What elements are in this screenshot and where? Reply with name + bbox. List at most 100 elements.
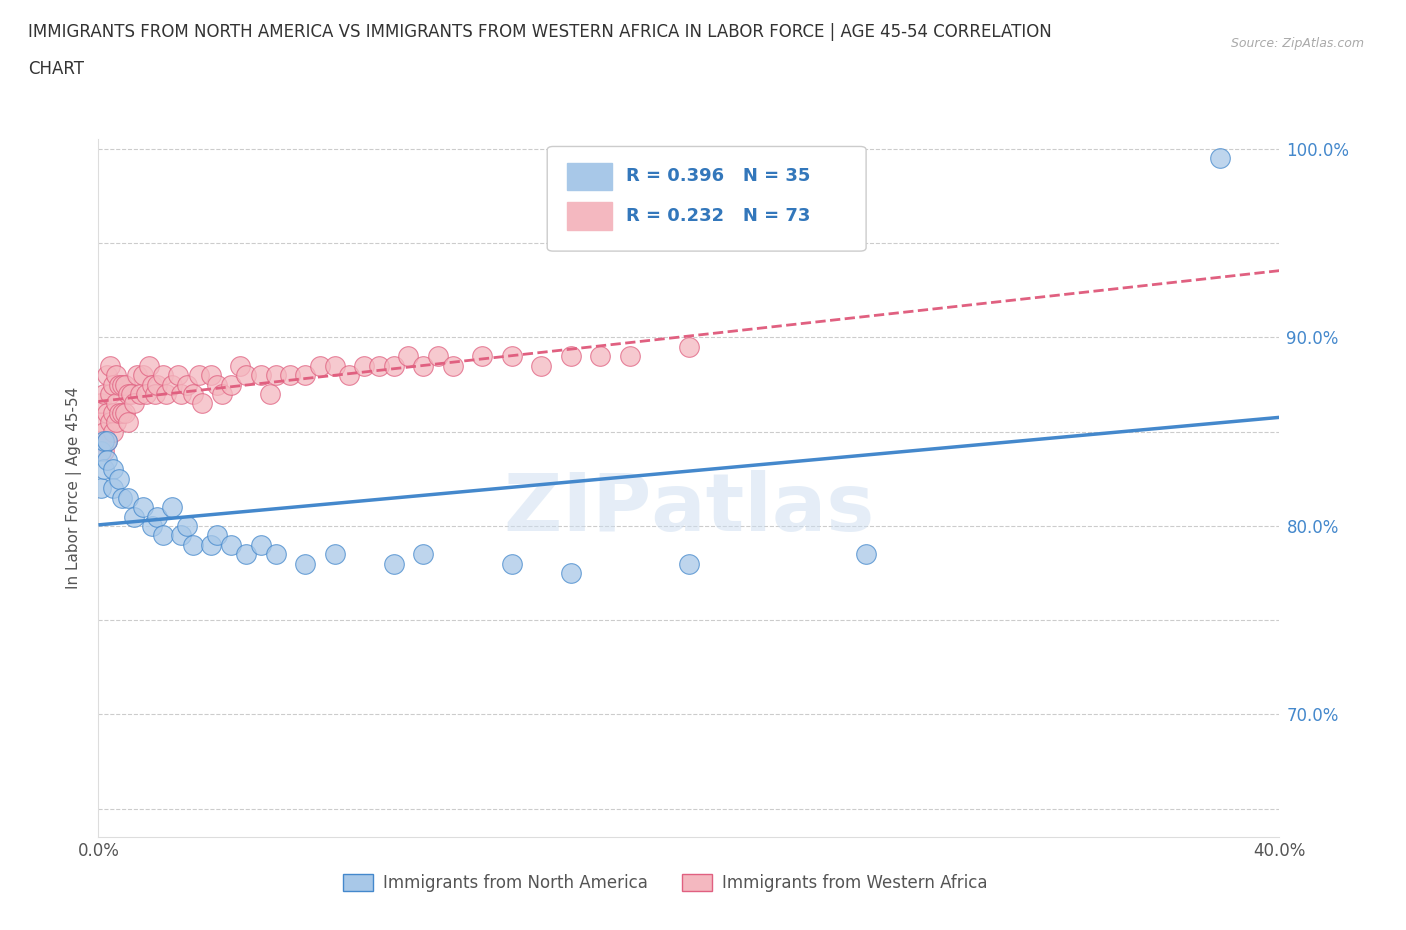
- Point: [187, 367, 209, 382]
- Point: [181, 387, 204, 402]
- Point: [103, 481, 125, 496]
- Point: [221, 378, 243, 392]
- Point: [280, 367, 302, 382]
- Text: R = 0.396   N = 35: R = 0.396 N = 35: [626, 167, 811, 185]
- Point: [96, 433, 118, 448]
- Point: [117, 387, 139, 402]
- Point: [176, 519, 198, 534]
- Point: [93, 433, 115, 448]
- Point: [125, 367, 148, 382]
- Point: [501, 556, 523, 571]
- Point: [250, 538, 273, 552]
- Point: [221, 538, 243, 552]
- Point: [855, 547, 877, 562]
- Point: [138, 358, 160, 373]
- FancyBboxPatch shape: [547, 147, 866, 251]
- Point: [90, 433, 112, 448]
- Point: [235, 367, 257, 382]
- Point: [323, 547, 346, 562]
- Point: [191, 396, 214, 411]
- Point: [176, 378, 198, 392]
- Text: CHART: CHART: [28, 60, 84, 78]
- Point: [146, 378, 169, 392]
- Point: [105, 415, 128, 430]
- Point: [382, 556, 405, 571]
- Point: [111, 405, 134, 420]
- Point: [90, 415, 112, 430]
- Point: [264, 367, 287, 382]
- Point: [398, 349, 420, 364]
- Point: [132, 367, 155, 382]
- Point: [560, 565, 582, 580]
- Text: Source: ZipAtlas.com: Source: ZipAtlas.com: [1230, 37, 1364, 50]
- Point: [90, 481, 112, 496]
- Point: [353, 358, 375, 373]
- Point: [111, 490, 134, 505]
- Point: [143, 387, 166, 402]
- Point: [96, 453, 118, 468]
- Point: [155, 387, 177, 402]
- Point: [181, 538, 204, 552]
- Point: [93, 387, 115, 402]
- Point: [152, 528, 174, 543]
- Point: [105, 396, 128, 411]
- Point: [309, 358, 332, 373]
- Point: [114, 378, 136, 392]
- Point: [259, 387, 281, 402]
- Point: [114, 405, 136, 420]
- Point: [96, 367, 118, 382]
- Point: [471, 349, 494, 364]
- Point: [530, 358, 553, 373]
- Point: [103, 462, 125, 477]
- Point: [98, 358, 121, 373]
- Point: [96, 405, 118, 420]
- Point: [412, 358, 434, 373]
- Point: [122, 509, 145, 524]
- Point: [132, 499, 155, 514]
- Point: [560, 349, 582, 364]
- Point: [294, 556, 316, 571]
- Point: [264, 547, 287, 562]
- Point: [93, 443, 115, 458]
- Point: [162, 378, 183, 392]
- Point: [117, 415, 139, 430]
- Point: [382, 358, 405, 373]
- Legend: Immigrants from North America, Immigrants from Western Africa: Immigrants from North America, Immigrant…: [337, 867, 994, 898]
- Point: [678, 339, 700, 354]
- Point: [152, 367, 174, 382]
- Point: [170, 387, 193, 402]
- Point: [211, 387, 233, 402]
- Point: [589, 349, 612, 364]
- Point: [323, 358, 346, 373]
- Point: [98, 415, 121, 430]
- Point: [501, 349, 523, 364]
- Point: [200, 367, 222, 382]
- Point: [294, 367, 316, 382]
- Point: [441, 358, 464, 373]
- Point: [108, 378, 131, 392]
- Bar: [567, 163, 612, 191]
- Point: [108, 405, 131, 420]
- Point: [167, 367, 190, 382]
- Point: [90, 443, 112, 458]
- Point: [122, 396, 145, 411]
- Point: [200, 538, 222, 552]
- Point: [93, 424, 115, 439]
- Point: [162, 499, 183, 514]
- Point: [128, 387, 150, 402]
- Point: [103, 424, 125, 439]
- Point: [141, 519, 163, 534]
- Point: [619, 349, 641, 364]
- Point: [90, 396, 112, 411]
- Text: IMMIGRANTS FROM NORTH AMERICA VS IMMIGRANTS FROM WESTERN AFRICA IN LABOR FORCE |: IMMIGRANTS FROM NORTH AMERICA VS IMMIGRA…: [28, 23, 1052, 41]
- Point: [1209, 151, 1232, 166]
- Point: [135, 387, 157, 402]
- Text: R = 0.232   N = 73: R = 0.232 N = 73: [626, 207, 811, 225]
- Y-axis label: In Labor Force | Age 45-54: In Labor Force | Age 45-54: [66, 387, 83, 590]
- Bar: [567, 203, 612, 231]
- Point: [235, 547, 257, 562]
- Point: [250, 367, 273, 382]
- Point: [427, 349, 450, 364]
- Point: [93, 462, 115, 477]
- Text: ZIP​atlas: ZIP​atlas: [503, 471, 875, 548]
